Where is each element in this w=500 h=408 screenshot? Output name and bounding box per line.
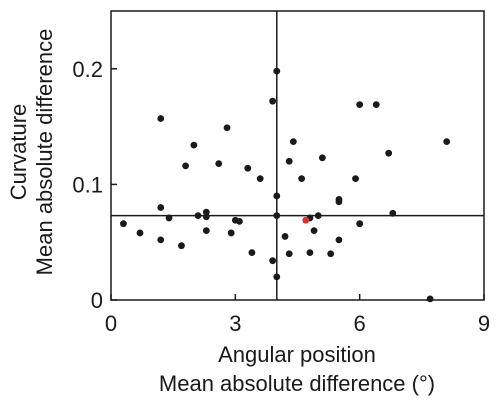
data-point-18 (244, 164, 252, 172)
data-point-46 (306, 249, 314, 257)
data-point-19 (248, 249, 256, 257)
y-tick-label-1: 0.1 (72, 172, 103, 197)
y-axis-label-line-1: Curvature (6, 104, 31, 201)
x-tick-label-3: 9 (478, 311, 490, 336)
data-point-6 (178, 242, 185, 250)
data-point-27 (281, 233, 289, 240)
data-point-41 (356, 220, 364, 228)
data-point-48 (443, 138, 451, 146)
x-axis-label-line-2: Mean absolute difference (°) (159, 371, 435, 396)
plot-frame (110, 10, 485, 301)
data-point-34 (318, 154, 326, 162)
x-axis-label-line-1: Angular position (218, 342, 376, 367)
data-point-38 (335, 236, 343, 244)
data-point-1 (136, 229, 144, 237)
reference-lines (111, 11, 484, 300)
data-point-40 (356, 101, 364, 109)
y-tick-label-0: 0 (91, 288, 103, 313)
x-tick-label-0: 0 (105, 311, 117, 336)
data-point-9 (194, 212, 202, 220)
data-point-24 (273, 273, 281, 281)
data-point-45 (285, 250, 293, 258)
data-point-25 (273, 192, 281, 200)
data-point-20 (256, 175, 264, 183)
data-point-26 (273, 212, 281, 220)
data-point-8 (190, 141, 198, 149)
data-point-30 (298, 175, 306, 183)
data-point-22 (269, 257, 277, 265)
data-point-13 (215, 160, 223, 167)
data-point-0 (120, 220, 127, 228)
highlight-point-0 (302, 216, 310, 224)
data-point-29 (289, 138, 297, 146)
data-point-12 (202, 227, 210, 235)
y-axis-label-line-2: Mean absolute difference (32, 29, 57, 276)
data-point-42 (372, 101, 380, 109)
data-point-21 (269, 97, 277, 105)
data-point-43 (385, 149, 393, 157)
axes (110, 10, 485, 301)
data-point-2 (157, 115, 165, 122)
data-point-39 (352, 175, 359, 183)
data-point-32 (310, 227, 318, 235)
data-point-14 (223, 124, 231, 132)
data-point-28 (285, 157, 293, 165)
data-point-37 (335, 198, 343, 206)
data-point-5 (165, 214, 173, 222)
tick-labels: 0 3 6 9 0 0.1 0.2 (72, 57, 490, 336)
data-point-33 (314, 212, 322, 220)
x-tick-label-2: 6 (354, 311, 366, 336)
y-tick-label-2: 0.2 (72, 57, 103, 82)
data-point-3 (157, 204, 165, 211)
data-point-7 (182, 162, 190, 170)
data-points (120, 67, 451, 303)
data-point-15 (227, 229, 235, 237)
data-point-4 (157, 236, 165, 244)
axis-labels: Angular position Mean absolute difference… (6, 29, 435, 396)
data-point-11 (202, 213, 210, 221)
data-point-47 (426, 295, 434, 303)
data-point-44 (389, 209, 397, 217)
data-point-35 (327, 250, 335, 258)
x-tick-label-1: 3 (229, 311, 241, 336)
data-point-17 (236, 217, 243, 225)
data-point-23 (273, 67, 281, 75)
